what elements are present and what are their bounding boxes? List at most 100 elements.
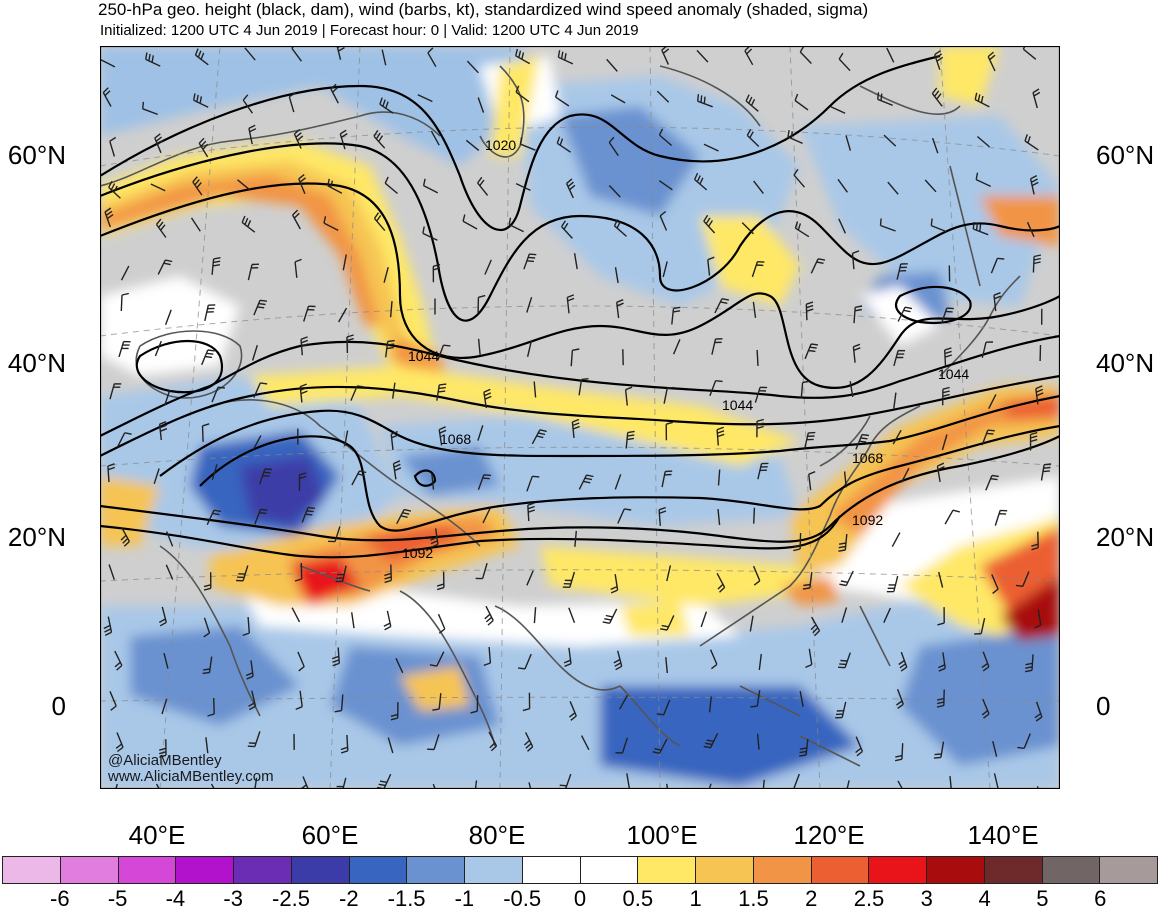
wind-barb	[696, 49, 709, 63]
wind-barb	[204, 304, 216, 322]
wind-barb	[805, 648, 813, 669]
wind-barb	[879, 218, 896, 232]
wind-barb	[608, 185, 621, 198]
wind-barb	[1024, 654, 1034, 673]
wind-barb	[248, 690, 257, 711]
colorbar-swatch	[752, 856, 811, 884]
wind-barb	[855, 433, 869, 450]
wind-barb	[211, 464, 218, 480]
wind-barb	[298, 174, 307, 194]
lon-label: 120°E	[793, 820, 865, 850]
wind-barb	[981, 651, 990, 672]
wind-barb	[883, 607, 892, 623]
lat-label-left: 0	[51, 691, 66, 721]
wind-barb	[614, 267, 619, 284]
colorbar-swatch	[637, 856, 695, 884]
wind-barb	[390, 430, 399, 451]
contour-label: 1068	[440, 431, 471, 447]
colorbar-swatch	[175, 856, 233, 884]
wind-barb	[610, 94, 626, 104]
wind-barb	[201, 423, 210, 442]
lat-label-left: 20°N	[7, 522, 66, 552]
wind-barb	[672, 339, 681, 355]
wind-barb	[562, 571, 576, 588]
wind-barb	[327, 178, 343, 194]
lon-label: 140°E	[967, 820, 1039, 850]
colorbar-tick-label: -2	[339, 886, 359, 911]
wind-barb	[120, 265, 130, 281]
wind-barb	[429, 651, 445, 667]
wind-barb	[109, 136, 117, 157]
wind-barb	[981, 429, 995, 446]
colorbar-tick-label: -4	[165, 886, 186, 911]
wind-barb	[802, 572, 813, 590]
wind-barb	[522, 692, 531, 712]
wind-barb	[561, 220, 573, 239]
colorbar-swatch	[1099, 856, 1158, 884]
wind-barb	[838, 534, 848, 552]
lat-label-left: 60°N	[7, 140, 66, 170]
wind-barb	[793, 532, 802, 552]
wind-barb	[1034, 609, 1042, 629]
wind-barb	[470, 695, 479, 714]
wind-barb	[659, 210, 668, 231]
wind-barb	[533, 607, 537, 624]
colorbar-tick-label: 0.5	[622, 886, 654, 911]
wind-barb	[746, 128, 760, 148]
wind-barb	[753, 180, 764, 195]
colorbar-swatch	[464, 856, 522, 884]
wind-barb	[384, 564, 392, 584]
wind-barb	[711, 338, 723, 355]
colorbar-swatch	[695, 856, 753, 884]
wind-barb	[109, 691, 117, 711]
wind-barb	[294, 562, 303, 582]
wind-barb	[253, 299, 267, 316]
wind-barb	[886, 47, 895, 63]
wind-barb	[385, 339, 395, 358]
wind-barb	[300, 776, 309, 789]
wind-barb	[756, 733, 760, 750]
wind-barb	[573, 253, 578, 270]
wind-barb	[656, 699, 671, 716]
wind-barb	[211, 257, 221, 275]
contour-label: 1044	[408, 348, 439, 364]
colorbar-tick-label: -1	[454, 886, 475, 911]
weather-map: 1020 1044 1044 1044 1068 1068 1092 1092	[100, 46, 1060, 789]
wind-barb	[992, 741, 998, 757]
wind-barb	[483, 388, 492, 409]
wind-barb	[934, 50, 944, 70]
wind-barb	[671, 306, 681, 325]
wind-barb	[164, 309, 172, 326]
wind-barb	[248, 124, 257, 145]
wind-barb	[242, 617, 250, 637]
wind-barb	[877, 92, 893, 106]
colorbar-tick-label: -0.5	[503, 886, 542, 911]
wind-barb	[936, 462, 945, 483]
colorbar-tick-label: -2.5	[272, 886, 310, 911]
wind-barb	[205, 737, 209, 754]
wind-barb	[350, 385, 365, 401]
wind-barb	[527, 502, 536, 522]
wind-barb	[430, 130, 440, 146]
wind-barb	[342, 254, 347, 271]
wind-barb	[808, 470, 816, 491]
wind-barb	[142, 101, 158, 116]
wind-barb	[665, 421, 674, 441]
anomaly-shading	[100, 46, 1060, 789]
wind-barb	[190, 217, 201, 232]
wind-barb	[330, 83, 339, 104]
colorbar-tick-label: 3	[920, 886, 933, 911]
wind-barb	[477, 474, 491, 491]
wind-barb	[259, 468, 272, 485]
colorbar-tick-label: -5	[107, 886, 128, 911]
wind-barb	[557, 50, 574, 65]
wind-barb	[466, 60, 479, 74]
wind-barb	[931, 137, 939, 154]
wind-barb	[938, 652, 946, 672]
wind-barb	[1040, 463, 1052, 481]
wind-barb	[565, 178, 576, 199]
wind-barb	[237, 179, 251, 191]
wind-barb	[666, 565, 672, 582]
wind-barb	[150, 183, 166, 192]
wind-barb	[198, 137, 209, 158]
